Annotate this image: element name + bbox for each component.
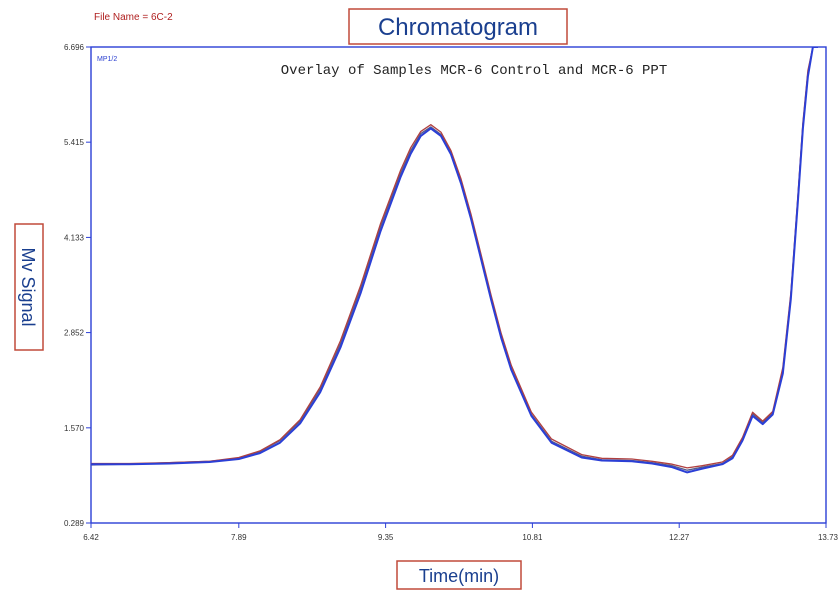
y-axis-label-frame [14,223,44,351]
series-line [91,47,818,474]
plot-area: 6.42 7.89 9.35 10.81 12.27 13.73 0.289 1.570 2.8… [64,43,839,542]
x-tick-label: 12.27 [669,533,690,542]
chart-subtitle: Overlay of Samples MCR-6 Control and MCR… [281,63,667,79]
x-tick-label: 6.42 [83,533,99,542]
y-axis-label: Mv Signal [18,247,38,326]
y-tick-label: 2.852 [64,329,85,338]
series-line [91,47,818,469]
x-tick-label: 13.73 [818,533,839,542]
plot-frame [90,46,827,524]
x-tick-label: 7.89 [231,533,247,542]
y-tick-label: 5.415 [64,138,85,147]
y-tick-label: 1.570 [64,424,85,433]
chart-title: Chromatogram [378,14,538,41]
y-tick-label: 0.289 [64,519,85,528]
plot-corner-label: MP1/2 [97,56,117,63]
y-tick-label: 6.696 [64,43,85,52]
y-axis-label-group: Mv Signal [14,223,44,351]
x-tick-label: 10.81 [522,533,543,542]
x-tick-label: 9.35 [378,533,394,542]
x-axis-label-frame [396,560,522,590]
series-line [91,47,818,471]
x-axis-label: Time(min) [419,566,499,586]
title-frame [348,8,568,45]
file-name-label: File Name = 6C-2 [94,12,173,23]
y-tick-label: 4.133 [64,233,85,242]
